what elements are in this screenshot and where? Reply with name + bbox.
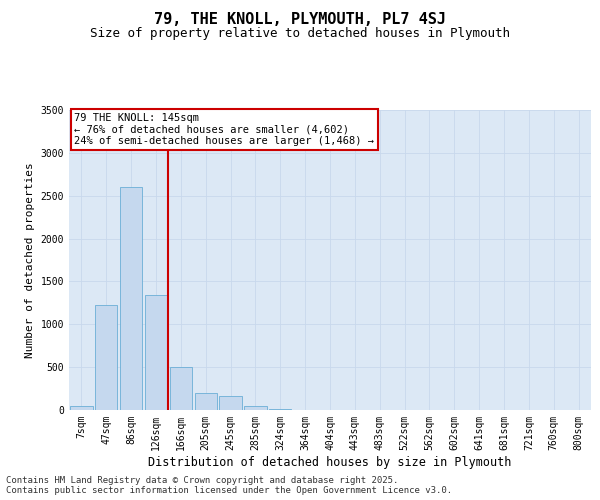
Text: 79, THE KNOLL, PLYMOUTH, PL7 4SJ: 79, THE KNOLL, PLYMOUTH, PL7 4SJ (154, 12, 446, 28)
Bar (95, 304, 118, 410)
Bar (70, 406, 92, 410)
Text: Contains HM Land Registry data © Crown copyright and database right 2025.
Contai: Contains HM Land Registry data © Crown c… (6, 476, 452, 495)
Bar (244, 406, 266, 410)
Bar (194, 393, 217, 410)
Y-axis label: Number of detached properties: Number of detached properties (25, 162, 35, 358)
Bar (220, 396, 242, 410)
Bar (145, 295, 167, 410)
Bar (269, 409, 292, 410)
Text: 79 THE KNOLL: 145sqm
← 76% of detached houses are smaller (4,602)
24% of semi-de: 79 THE KNOLL: 145sqm ← 76% of detached h… (74, 113, 374, 146)
Bar (120, 187, 142, 410)
X-axis label: Distribution of detached houses by size in Plymouth: Distribution of detached houses by size … (148, 456, 512, 468)
Bar (170, 367, 192, 410)
Text: Size of property relative to detached houses in Plymouth: Size of property relative to detached ho… (90, 28, 510, 40)
